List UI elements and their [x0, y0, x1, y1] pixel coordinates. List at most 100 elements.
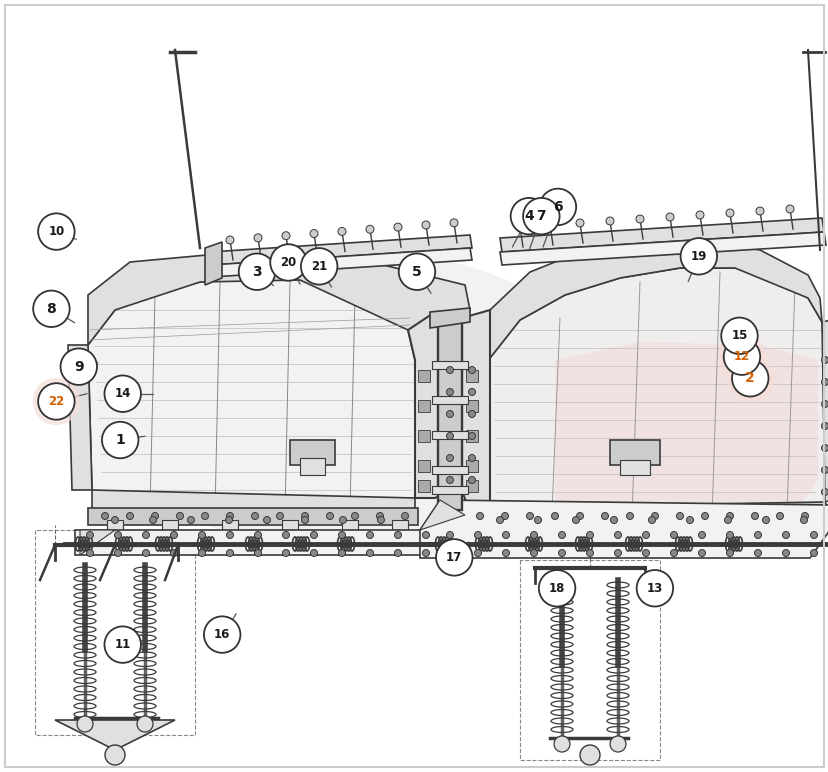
Text: 10: 10 [48, 225, 65, 238]
Circle shape [510, 198, 546, 235]
Circle shape [398, 253, 435, 290]
Circle shape [800, 531, 814, 545]
Polygon shape [161, 520, 178, 535]
Circle shape [401, 513, 408, 520]
Circle shape [149, 516, 156, 523]
Circle shape [526, 513, 533, 520]
Circle shape [575, 219, 583, 227]
Circle shape [114, 531, 122, 539]
Circle shape [446, 455, 453, 462]
Polygon shape [489, 520, 505, 535]
Circle shape [474, 531, 481, 539]
Circle shape [635, 215, 643, 223]
Circle shape [530, 531, 537, 539]
Text: SPECIALISTS: SPECIALISTS [221, 414, 538, 456]
Circle shape [609, 516, 617, 523]
Circle shape [753, 531, 761, 539]
Circle shape [108, 531, 122, 545]
Circle shape [534, 516, 541, 523]
Text: 7: 7 [536, 209, 546, 223]
Circle shape [446, 411, 453, 418]
Circle shape [142, 531, 149, 539]
Polygon shape [417, 460, 430, 472]
Circle shape [575, 513, 583, 520]
Circle shape [522, 198, 559, 235]
Polygon shape [461, 502, 828, 526]
Text: 18: 18 [548, 582, 565, 594]
Text: 17: 17 [445, 551, 462, 564]
Circle shape [282, 550, 289, 557]
Circle shape [782, 550, 788, 557]
Circle shape [620, 531, 634, 545]
Polygon shape [499, 232, 825, 265]
Circle shape [651, 513, 657, 520]
Circle shape [253, 234, 262, 242]
Circle shape [821, 466, 827, 473]
Polygon shape [799, 520, 815, 535]
Text: 9: 9 [74, 360, 84, 374]
Circle shape [393, 223, 402, 231]
Circle shape [105, 745, 125, 765]
Circle shape [490, 531, 504, 545]
Polygon shape [821, 318, 828, 502]
Polygon shape [92, 490, 415, 510]
Polygon shape [431, 431, 468, 439]
Circle shape [501, 513, 508, 520]
Circle shape [755, 207, 763, 215]
Circle shape [821, 401, 827, 408]
Circle shape [680, 238, 716, 275]
Polygon shape [80, 530, 115, 555]
Text: 22: 22 [48, 395, 65, 408]
Text: 11: 11 [114, 638, 131, 651]
Polygon shape [489, 268, 824, 524]
Circle shape [104, 375, 141, 412]
Circle shape [725, 513, 733, 520]
Polygon shape [619, 460, 649, 475]
Circle shape [422, 531, 429, 539]
Circle shape [198, 531, 205, 539]
Circle shape [551, 513, 558, 520]
Circle shape [546, 221, 553, 229]
Circle shape [366, 550, 373, 557]
Circle shape [201, 513, 209, 520]
Circle shape [171, 531, 177, 539]
Circle shape [251, 513, 258, 520]
Circle shape [686, 516, 693, 523]
Polygon shape [88, 508, 417, 525]
Circle shape [515, 223, 523, 231]
Circle shape [338, 228, 345, 235]
Polygon shape [222, 520, 238, 535]
Circle shape [421, 221, 430, 229]
Circle shape [496, 516, 503, 523]
Circle shape [725, 531, 733, 539]
Text: 13: 13 [646, 582, 662, 594]
Circle shape [585, 531, 593, 539]
Polygon shape [342, 520, 358, 535]
Circle shape [468, 455, 475, 462]
Circle shape [810, 531, 816, 539]
Text: 3: 3 [252, 265, 262, 279]
Circle shape [698, 531, 705, 539]
Polygon shape [88, 278, 415, 515]
Circle shape [751, 513, 758, 520]
Polygon shape [465, 400, 478, 412]
Circle shape [338, 550, 345, 557]
Circle shape [647, 516, 655, 523]
Circle shape [538, 570, 575, 607]
Circle shape [38, 383, 75, 420]
Circle shape [392, 531, 407, 545]
Circle shape [810, 550, 816, 557]
Circle shape [86, 550, 94, 557]
Circle shape [77, 716, 93, 732]
Polygon shape [290, 440, 335, 465]
Circle shape [696, 211, 703, 219]
Circle shape [171, 550, 177, 557]
Polygon shape [417, 430, 430, 442]
Circle shape [776, 513, 782, 520]
Circle shape [642, 531, 648, 539]
Circle shape [551, 531, 565, 545]
Circle shape [152, 513, 158, 520]
Circle shape [642, 550, 648, 557]
Circle shape [665, 213, 673, 221]
Polygon shape [499, 218, 823, 252]
